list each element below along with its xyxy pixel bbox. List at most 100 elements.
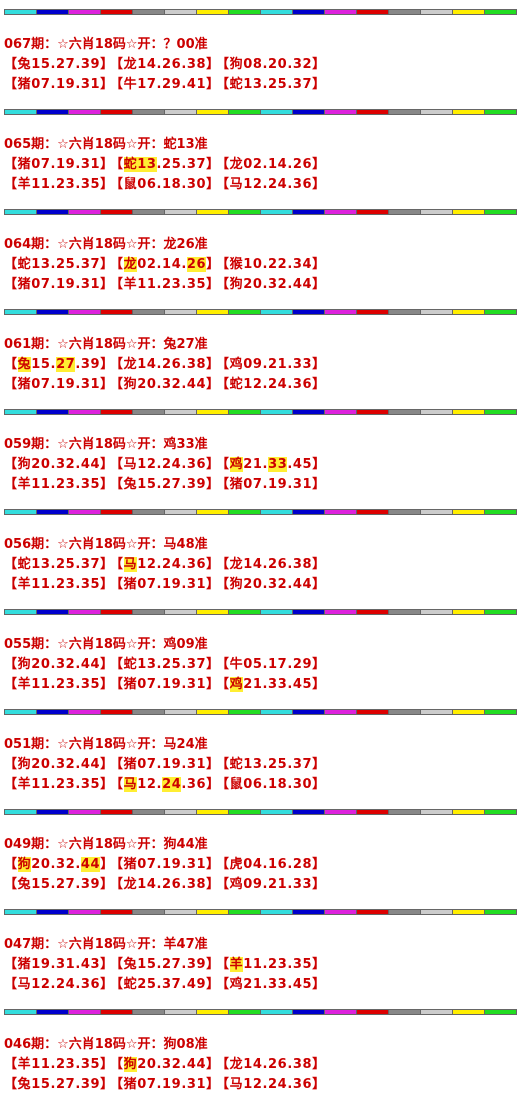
number-row: 【羊11.23.35】【兔15.27.39】【猪07.19.31】: [4, 473, 325, 492]
text: 【鸡21.33.45】: [216, 977, 326, 992]
divider-segment: [101, 1010, 133, 1014]
text: 12.: [137, 777, 163, 792]
zodiac-group: 【龙02.14.26】: [110, 253, 219, 272]
text: 【: [110, 1057, 124, 1072]
text: 【蛇13.25.37】: [4, 257, 114, 272]
zodiac-group: 【羊11.23.35】: [4, 573, 113, 592]
divider-segment: [133, 1010, 165, 1014]
number-row: 【羊11.23.35】【猪07.19.31】【鸡21.33.45】: [4, 673, 325, 692]
divider-segment: [133, 810, 165, 814]
divider-segment: [133, 410, 165, 414]
text: 21.33.45】: [243, 677, 326, 692]
zodiac-group: 【龙14.26.38】: [110, 353, 219, 372]
divider-segment: [453, 910, 485, 914]
divider-segment: [37, 10, 69, 14]
text: 【猪07.19.31】: [4, 77, 114, 92]
text: 】: [100, 857, 114, 872]
zodiac-group: 【羊11.23.35】: [110, 273, 219, 292]
text: 20.32.44】: [137, 1057, 220, 1072]
text: 【马12.24.36】: [110, 457, 220, 472]
divider-segment: [229, 210, 261, 214]
zodiac-group: 【猪07.19.31】: [110, 673, 219, 692]
zodiac-group: 【蛇25.37.49】: [110, 973, 219, 992]
highlight: 狗: [17, 857, 32, 872]
divider-segment: [229, 1010, 261, 1014]
number-row: 【羊11.23.35】【马12.24.36】【鼠06.18.30】: [4, 773, 325, 792]
zodiac-group: 【马12.24.36】: [110, 773, 219, 792]
text: 【羊11.23.35】: [4, 177, 114, 192]
divider-segment: [453, 1010, 485, 1014]
divider-segment: [453, 210, 485, 214]
divider-segment: [293, 110, 325, 114]
text: 【猴10.22.34】: [216, 257, 326, 272]
entry: 061期：☆六肖18码☆开：兔27准 【兔15.27.39】【龙14.26.38】…: [0, 300, 523, 400]
entry-title: 067期：☆六肖18码☆开：？00准: [4, 37, 208, 52]
zodiac-group: 【兔15.27.39】: [4, 1073, 113, 1092]
number-row: 【猪07.19.31】【牛17.29.41】【蛇13.25.37】: [4, 73, 325, 92]
divider-segment: [69, 310, 101, 314]
zodiac-group: 【猪07.19.31】: [110, 1073, 219, 1092]
zodiac-group: 【蛇13.25.37】: [4, 253, 113, 272]
zodiac-group: 【猪07.19.31】: [110, 853, 219, 872]
divider-segment: [197, 310, 229, 314]
divider-segment: [293, 310, 325, 314]
text: 【羊11.23.35】: [110, 277, 220, 292]
text: 【马12.24.36】: [216, 177, 326, 192]
number-row: 【羊11.23.35】【狗20.32.44】【龙14.26.38】: [4, 1053, 325, 1072]
divider-segment: [101, 710, 133, 714]
text: 20.32.: [31, 857, 81, 872]
number-row: 【狗20.32.44】【马12.24.36】【鸡21.33.45】: [4, 453, 325, 472]
divider-segment: [197, 910, 229, 914]
entry: 051期：☆六肖18码☆开：马24准 【狗20.32.44】【猪07.19.31】…: [0, 700, 523, 800]
divider-segment: [229, 10, 261, 14]
zodiac-group: 【马12.24.36】: [216, 173, 325, 192]
divider-segment: [37, 310, 69, 314]
text: 【兔15.27.39】: [110, 477, 220, 492]
divider-segment: [325, 210, 357, 214]
divider-segment: [357, 810, 389, 814]
number-row: 【兔15.27.39】【龙14.26.38】【鸡09.21.33】: [4, 353, 325, 372]
zodiac-group: 【龙14.26.38】: [110, 873, 219, 892]
text: 02.14.: [137, 257, 187, 272]
color-divider: [4, 9, 517, 15]
divider-segment: [261, 210, 293, 214]
entry: 056期：☆六肖18码☆开：马48准 【蛇13.25.37】【马12.24.36】…: [0, 500, 523, 600]
color-divider: [4, 209, 517, 215]
divider-segment: [5, 410, 37, 414]
color-divider: [4, 1009, 517, 1015]
divider-segment: [5, 810, 37, 814]
divider-segment: [133, 110, 165, 114]
text: 【兔15.27.39】: [4, 877, 114, 892]
divider-segment: [389, 410, 421, 414]
divider-segment: [421, 810, 453, 814]
zodiac-group: 【鸡21.33.45】: [216, 973, 325, 992]
divider-segment: [69, 210, 101, 214]
divider-segment: [357, 210, 389, 214]
divider-segment: [5, 510, 37, 514]
zodiac-group: 【兔15.27.39】: [110, 473, 219, 492]
text: 【龙14.26.38】: [110, 57, 220, 72]
text: 【马12.24.36】: [4, 977, 114, 992]
divider-segment: [485, 10, 516, 14]
entry-title: 065期：☆六肖18码☆开：蛇13准: [4, 137, 208, 152]
zodiac-group: 【鸡21.33.45】: [216, 673, 325, 692]
divider-segment: [325, 510, 357, 514]
text: 【牛17.29.41】: [110, 77, 220, 92]
zodiac-group: 【龙14.26.38】: [110, 53, 219, 72]
entry: 055期：☆六肖18码☆开：鸡09准 【狗20.32.44】【蛇13.25.37】…: [0, 600, 523, 700]
zodiac-group: 【狗20.32.44】: [4, 853, 113, 872]
text: 【: [216, 677, 230, 692]
text: 【马12.24.36】: [216, 1077, 326, 1092]
zodiac-group: 【兔15.27.39】: [4, 353, 113, 372]
divider-segment: [261, 910, 293, 914]
zodiac-group: 【羊11.23.35】: [4, 773, 113, 792]
divider-segment: [101, 810, 133, 814]
text: 【狗20.32.44】: [4, 657, 114, 672]
divider-segment: [101, 10, 133, 14]
highlight: 马: [123, 777, 138, 792]
divider-segment: [389, 910, 421, 914]
entry-title: 047期：☆六肖18码☆开：羊47准: [4, 937, 208, 952]
divider-segment: [37, 710, 69, 714]
divider-segment: [357, 310, 389, 314]
number-row: 【蛇13.25.37】【龙02.14.26】【猴10.22.34】: [4, 253, 325, 272]
